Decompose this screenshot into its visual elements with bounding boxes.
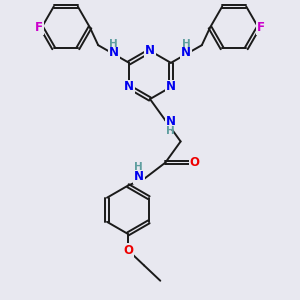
Text: O: O [123, 244, 133, 256]
Text: O: O [190, 156, 200, 169]
Text: F: F [257, 21, 265, 34]
Text: N: N [166, 115, 176, 128]
Text: H: H [109, 39, 118, 49]
Text: N: N [182, 46, 191, 59]
Text: H: H [166, 126, 175, 136]
Text: F: F [35, 21, 43, 34]
Text: N: N [134, 170, 144, 183]
Text: H: H [182, 39, 191, 49]
Text: N: N [145, 44, 155, 57]
Text: N: N [166, 80, 176, 94]
Text: N: N [124, 80, 134, 94]
Text: N: N [109, 46, 118, 59]
Text: H: H [134, 162, 143, 172]
